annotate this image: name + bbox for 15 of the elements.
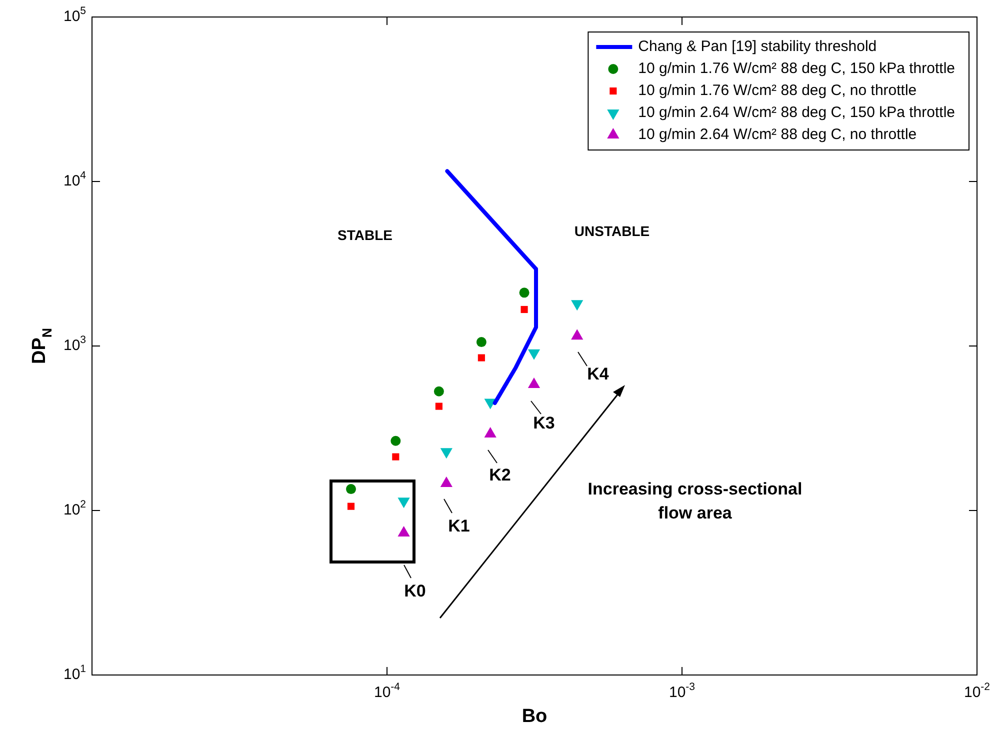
x-axis-title: Bo [522,706,548,728]
annotation: K4 [587,364,610,384]
y-axis-title: DPN [29,328,54,364]
legend-label: Chang & Pan [19] stability threshold [638,38,877,56]
annotation: K2 [489,466,511,485]
annotation: K1 [448,516,470,536]
legend-label: 10 g/min 1.76 W/cm² 88 deg C, 150 kPa throttle [638,60,956,78]
annotation: Increasing cross-sectional flow area [588,480,802,523]
annotation: K0 [404,582,426,601]
legend-label: 10 g/min 2.64 W/cm² 88 deg C, no throttle [638,126,917,144]
annotation: STABLE [338,226,392,243]
annotation: K3 [533,414,555,433]
annotation: UNSTABLE [574,222,650,239]
legend-label: 10 g/min 1.76 W/cm² 88 deg C, no throttle [638,82,917,100]
legend-label: 10 g/min 2.64 W/cm² 88 deg C, 150 kPa throttle [638,104,956,122]
